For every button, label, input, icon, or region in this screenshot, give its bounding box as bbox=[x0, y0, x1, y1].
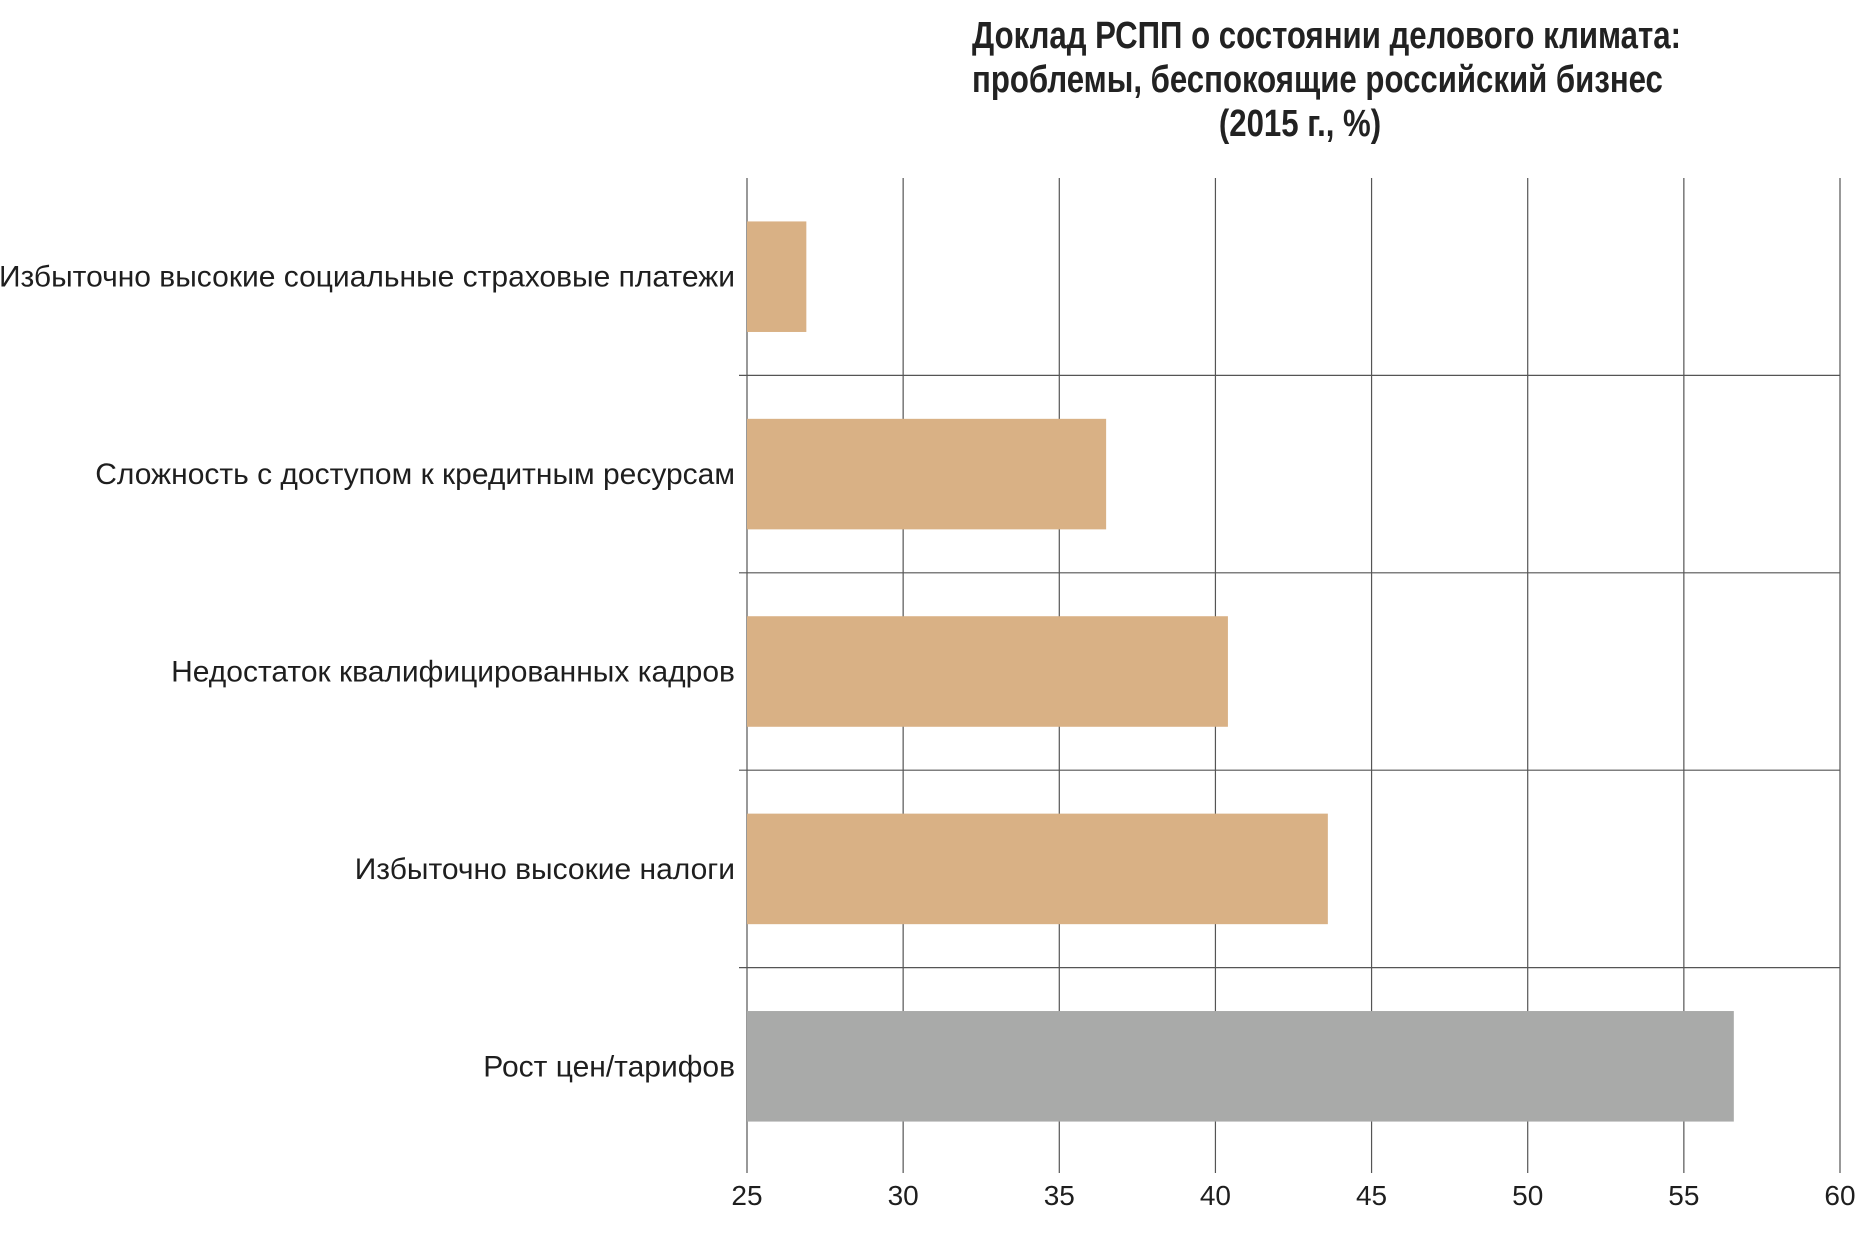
x-tick-label-30: 30 bbox=[888, 1180, 919, 1211]
bars bbox=[747, 221, 1734, 1122]
x-tick-label-40: 40 bbox=[1200, 1180, 1231, 1211]
bar-3 bbox=[747, 616, 1228, 727]
bar-5 bbox=[747, 1011, 1734, 1122]
chart-title-line-3: (2015 г., %) bbox=[1218, 103, 1382, 145]
x-tick-label-50: 50 bbox=[1512, 1180, 1543, 1211]
x-tick-label-45: 45 bbox=[1356, 1180, 1387, 1211]
category-label-3: Недостаток квалифицированных кадров bbox=[171, 656, 735, 689]
x-axis-tick-labels: 25 30 35 40 45 50 55 60 bbox=[731, 1180, 1855, 1211]
x-tick-label-35: 35 bbox=[1044, 1180, 1075, 1211]
category-label-5: Рост цен/тарифов bbox=[483, 1050, 735, 1083]
bar-2 bbox=[747, 418, 1107, 530]
chart-title: Доклад РСПП о состоянии делового климата… bbox=[972, 14, 1681, 146]
chart-title-line-2: проблемы, беспокоящие российский бизнес bbox=[972, 59, 1663, 101]
category-label-2: Сложность с доступом к кредитным ресурса… bbox=[95, 458, 735, 491]
bar-1 bbox=[747, 221, 807, 332]
x-tick-label-60: 60 bbox=[1824, 1180, 1855, 1211]
category-label-1: Избыточно высокие социальные страховые п… bbox=[0, 261, 735, 294]
bar-4 bbox=[747, 813, 1328, 925]
chart-title-line-1: Доклад РСПП о состоянии делового климата… bbox=[972, 15, 1681, 57]
category-labels: Избыточно высокие социальные страховые п… bbox=[0, 261, 735, 1084]
category-label-4: Избыточно высокие налоги bbox=[355, 853, 735, 886]
x-tick-label-55: 55 bbox=[1668, 1180, 1699, 1211]
x-tick-label-25: 25 bbox=[731, 1180, 762, 1211]
